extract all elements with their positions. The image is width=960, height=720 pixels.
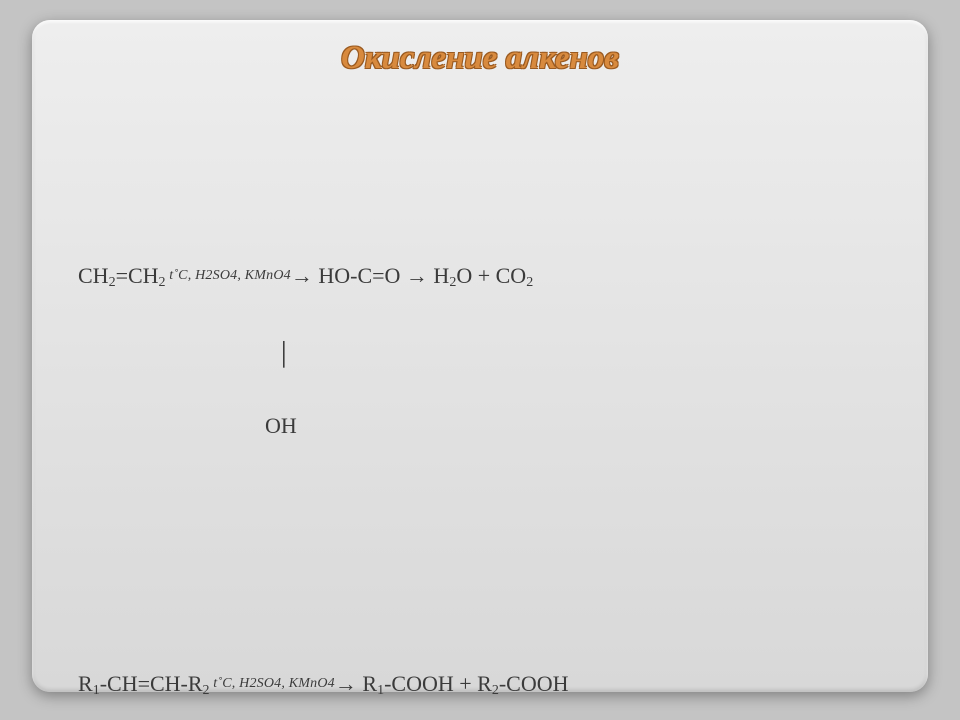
equation-1: CH2=CH2 t˚C, H2SO4, KMnO4→ HO-C=O → H2O … (78, 204, 882, 505)
chemistry-content: CH2=CH2 t˚C, H2SO4, KMnO4→ HO-C=O → H2O … (78, 103, 882, 720)
slide-frame: Окисление алкенов CH2=CH2 t˚C, H2SO4, KM… (0, 0, 960, 720)
slide-title: Окисление алкенов (78, 40, 882, 77)
equation-2: R1-CH=CH-R2 t˚C, H2SO4, KMnO4→ R1-COOH +… (78, 612, 882, 720)
slide-body: Окисление алкенов CH2=CH2 t˚C, H2SO4, KM… (32, 20, 928, 692)
